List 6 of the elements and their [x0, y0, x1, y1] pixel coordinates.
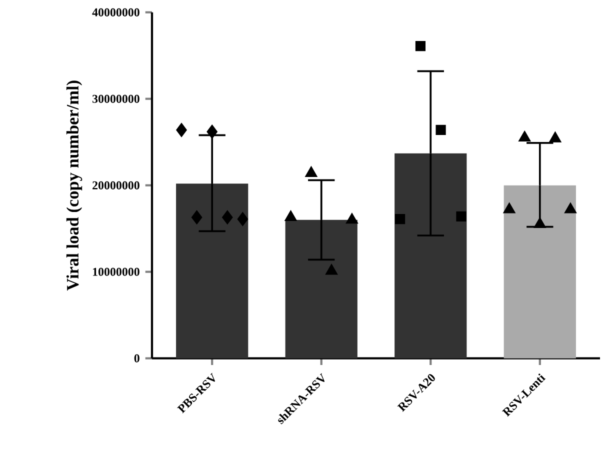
y-tick-label: 20000000	[92, 181, 140, 190]
y-tick-label: 0	[134, 354, 140, 362]
y-tick-label: 10000000	[93, 268, 140, 276]
y-axis-title: Viral load (copy number/ml)	[66, 80, 82, 291]
y-tick-label: 40000000	[92, 8, 140, 16]
y-tick-label: 30000000	[92, 94, 140, 103]
